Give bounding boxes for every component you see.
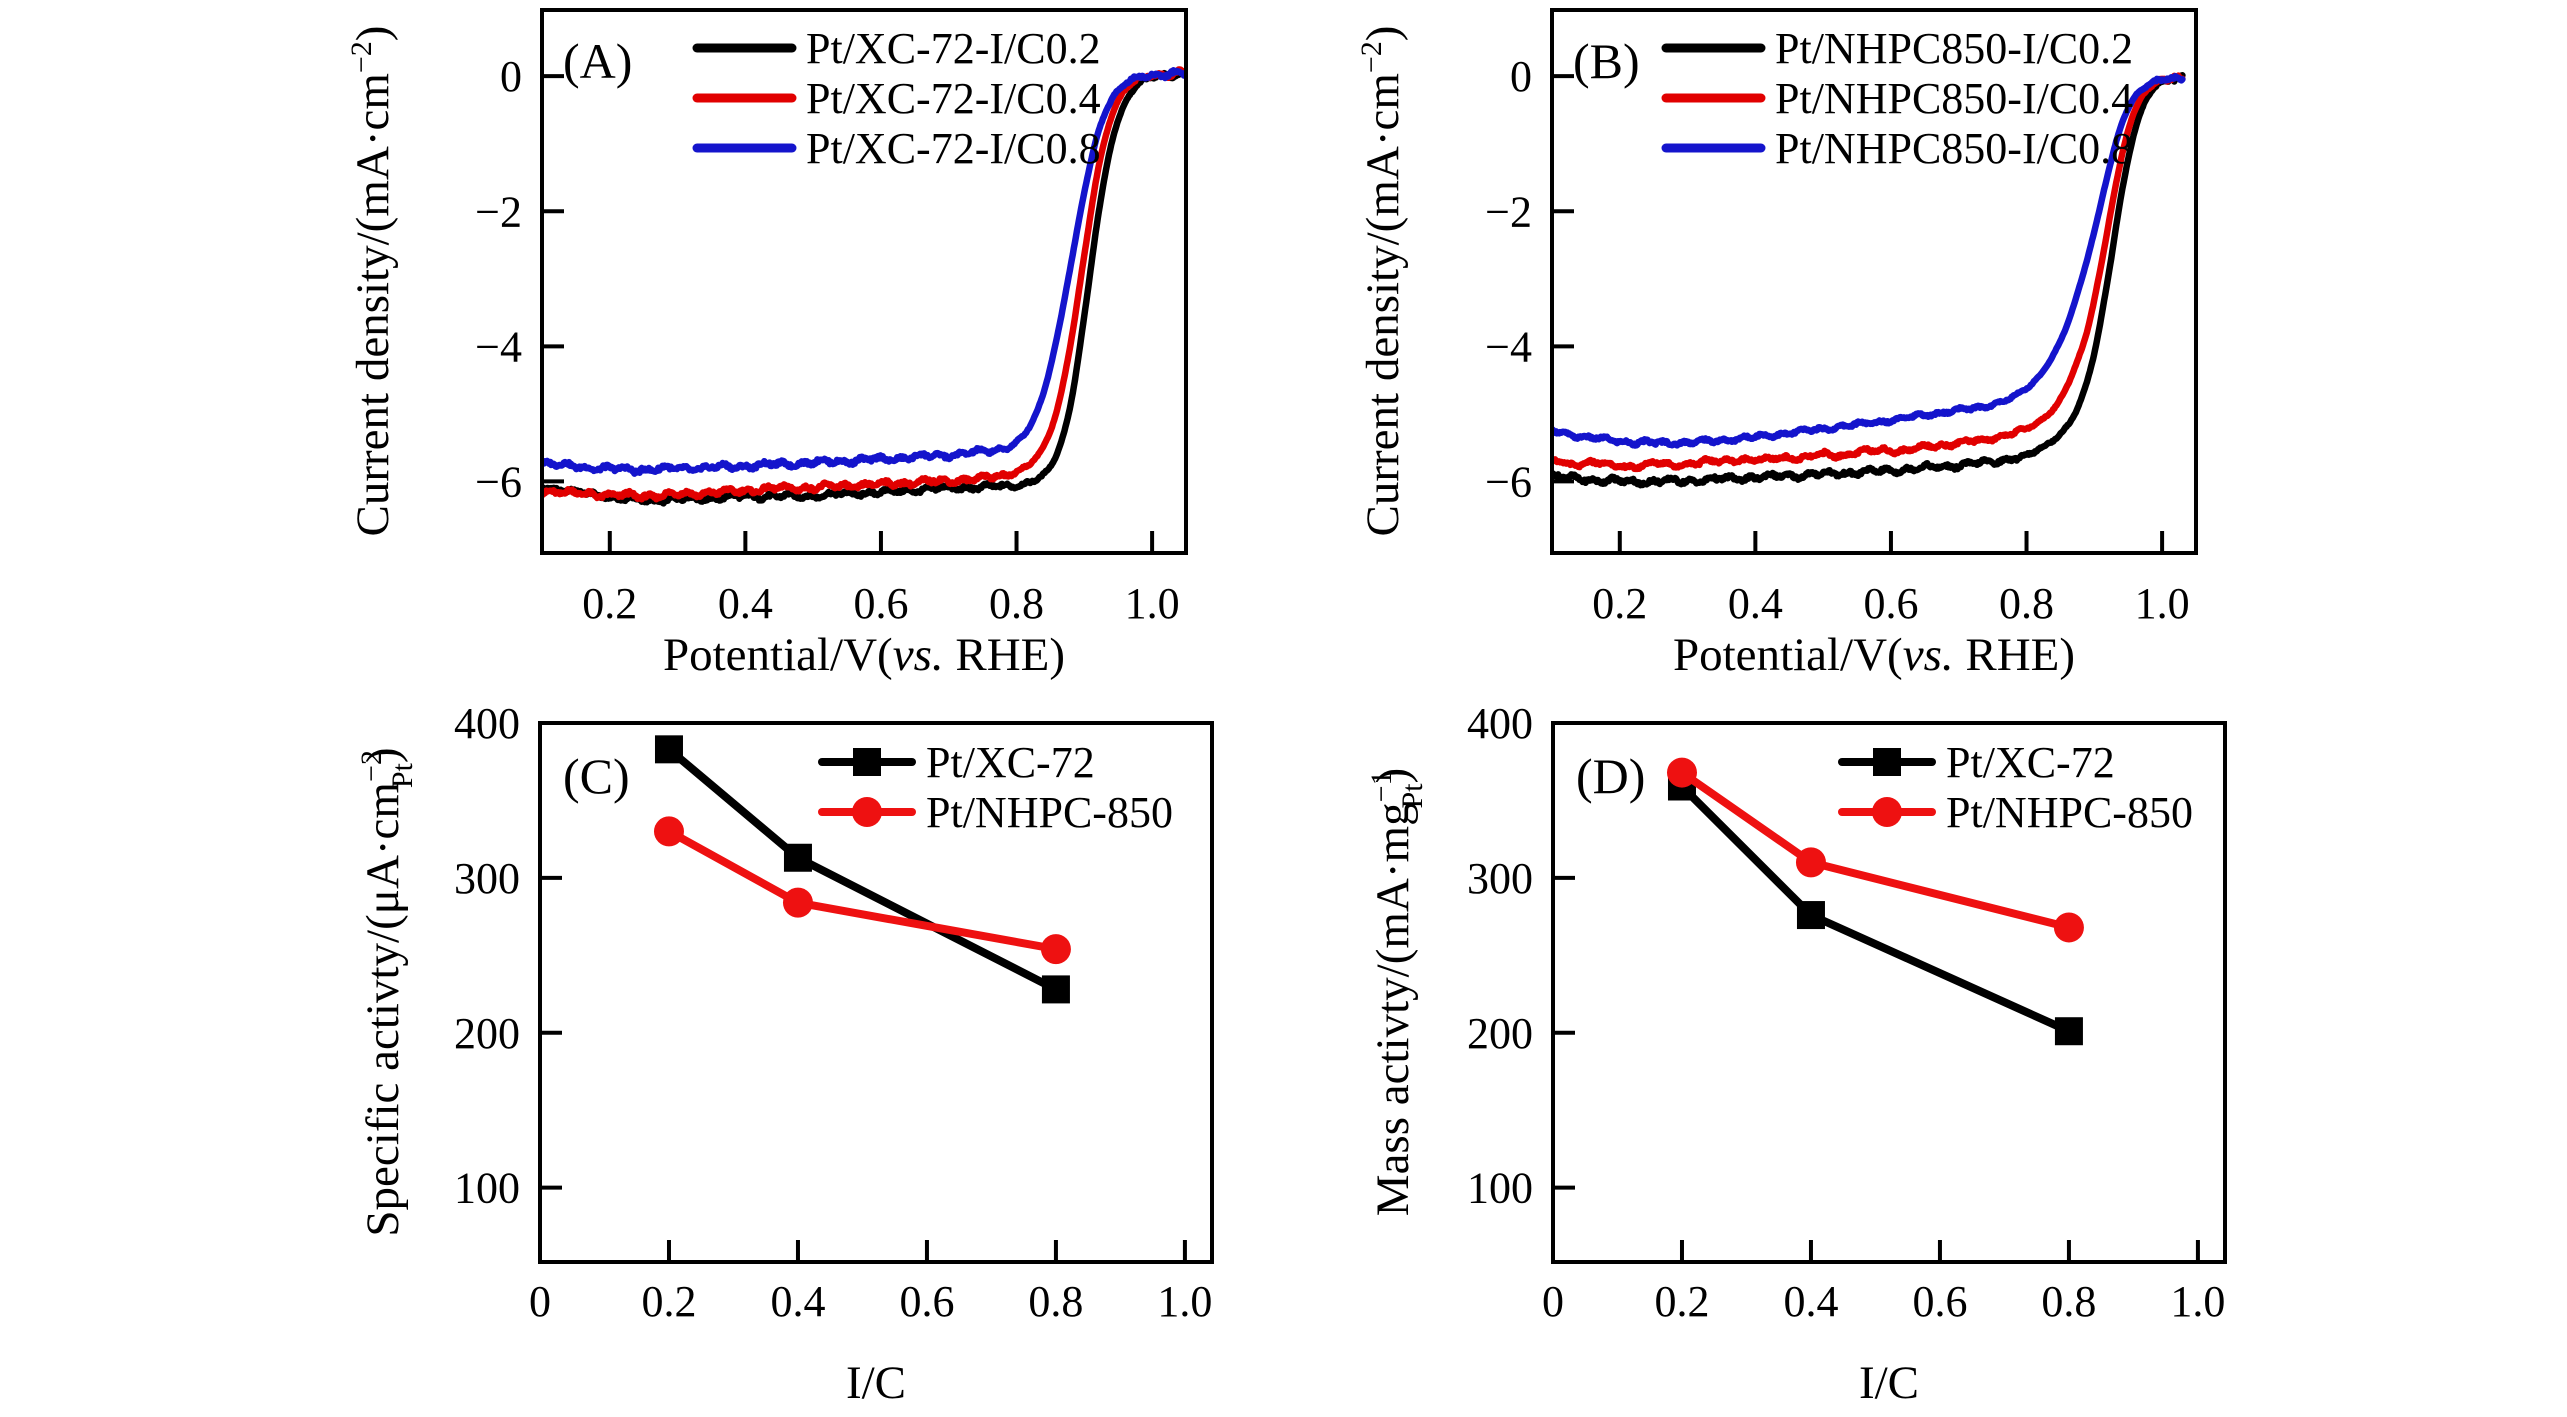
x-tick-label: 0.4 xyxy=(770,1277,825,1326)
curve-pt-nhpc850-i-c0-4 xyxy=(1552,72,2186,473)
panel-a-series xyxy=(542,66,1186,507)
x-axis-title: Potential/V(vs. RHE) xyxy=(1673,629,2075,681)
legend-label-pt-nhpc850-i-c0-4: Pt/NHPC850-I/C0.4 xyxy=(1775,74,2133,123)
x-tick-label: 0.6 xyxy=(899,1277,954,1326)
x-axis-title: Potential/V(vs. RHE) xyxy=(663,629,1065,681)
x-tick-label: 1.0 xyxy=(1125,579,1180,628)
x-tick-label: 0.2 xyxy=(1654,1277,1709,1326)
y-tick-label: 100 xyxy=(1467,1164,1533,1213)
y-axis-title: Current density/(mA·cm−2) xyxy=(345,26,399,537)
panel-a-plot-box xyxy=(540,8,1188,555)
y-axis-title: Current density/(mA·cm−2) xyxy=(1355,26,1409,537)
x-tick-label: 1.0 xyxy=(2135,579,2190,628)
panel-b-plot-box xyxy=(1550,8,2198,555)
x-axis-title: I/C xyxy=(846,1357,906,1409)
legend-marker-pt-nhpc-850 xyxy=(1872,797,1902,827)
point-pt-nhpc-850-2 xyxy=(2053,912,2084,943)
legend-label-pt-xc-72: Pt/XC-72 xyxy=(1946,738,2115,787)
point-pt-xc-72-2 xyxy=(1041,975,1070,1004)
x-tick-label: 0 xyxy=(1542,1277,1564,1326)
y-tick-label: 400 xyxy=(454,699,520,748)
panel-label: (C) xyxy=(563,748,630,804)
y-tick-label: 0 xyxy=(1510,52,1532,101)
point-pt-xc-72-2 xyxy=(2054,1017,2083,1046)
y-tick-label: 300 xyxy=(454,854,520,903)
panel-b-legend: Pt/NHPC850-I/C0.2Pt/NHPC850-I/C0.4Pt/NHP… xyxy=(1661,24,2133,173)
panel-d: 0 0.2 0.4 0.6 0.8 1.0 400 300 200 100 I/C Mass acti… xyxy=(1365,699,2227,1409)
legend-label-pt-nhpc-850: Pt/NHPC-850 xyxy=(926,788,1173,837)
x-tick-label: 0 xyxy=(529,1277,551,1326)
curve-pt-xc-72-i-c0-2 xyxy=(542,67,1186,507)
point-pt-nhpc-850-2 xyxy=(1040,934,1071,965)
legend-label-pt-xc-72-i-c0-2: Pt/XC-72-I/C0.2 xyxy=(806,24,1101,73)
panel-label: (A) xyxy=(563,33,632,89)
x-tick-label: 0.4 xyxy=(718,579,773,628)
x-tick-label: 0.6 xyxy=(1912,1277,1967,1326)
y-tick-label: 200 xyxy=(454,1009,520,1058)
y-tick-label: 300 xyxy=(1467,854,1533,903)
point-pt-xc-72-1 xyxy=(783,843,812,872)
curve-pt-nhpc850-i-c0-8 xyxy=(1552,72,2186,449)
x-tick-label: 0.6 xyxy=(1863,579,1918,628)
y-tick-label: −4 xyxy=(475,322,522,371)
panel-d-plot-box xyxy=(1551,721,2227,1264)
panel-b: 0.2 0.4 0.6 0.8 1.0 0 −2 −4 −6 Potential/V(vs. RH… xyxy=(1355,8,2198,681)
panel-c-series xyxy=(653,735,1071,1004)
y-tick-label: −4 xyxy=(1485,322,1532,371)
x-tick-label: 0.2 xyxy=(1592,579,1647,628)
legend-label-pt-nhpc-850: Pt/NHPC-850 xyxy=(1946,788,2193,837)
panel-label: (D) xyxy=(1576,748,1645,804)
y-tick-label: −6 xyxy=(475,457,522,506)
x-tick-label: 0.8 xyxy=(1999,579,2054,628)
curve-pt-xc-72-i-c0-8 xyxy=(542,67,1186,477)
x-tick-label: 0.8 xyxy=(1028,1277,1083,1326)
x-axis-title: I/C xyxy=(1859,1357,1919,1409)
x-tick-label: 1.0 xyxy=(2170,1277,2225,1326)
x-tick-label: 0.8 xyxy=(2041,1277,2096,1326)
y-axis-title: Mass activty/(mA·mg−1Pt) xyxy=(1365,768,1429,1216)
panel-b-series xyxy=(1552,72,2186,489)
x-tick-label: 0.2 xyxy=(641,1277,696,1326)
curve-pt-nhpc850-i-c0-2 xyxy=(1552,72,2186,489)
x-tick-label: 0.8 xyxy=(989,579,1044,628)
y-tick-label: 400 xyxy=(1467,699,1533,748)
x-tick-label: 0.4 xyxy=(1783,1277,1838,1326)
legend-marker-pt-xc-72 xyxy=(853,748,881,776)
panel-label: (B) xyxy=(1573,33,1640,89)
legend-label-pt-xc-72-i-c0-8: Pt/XC-72-I/C0.8 xyxy=(806,124,1101,173)
y-tick-label: 0 xyxy=(500,52,522,101)
point-pt-nhpc-850-0 xyxy=(653,816,684,847)
x-tick-label: 0.6 xyxy=(853,579,908,628)
y-tick-label: −2 xyxy=(475,187,522,236)
panel-c: 0 0.2 0.4 0.6 0.8 1.0 400 300 200 100 I/C Specific … xyxy=(355,699,1214,1409)
x-tick-label: 0.2 xyxy=(582,579,637,628)
x-tick-label: 0.4 xyxy=(1728,579,1783,628)
legend-label-pt-xc-72-i-c0-4: Pt/XC-72-I/C0.4 xyxy=(806,74,1101,123)
legend-label-pt-nhpc850-i-c0-2: Pt/NHPC850-I/C0.2 xyxy=(1775,24,2133,73)
y-axis-title: Specific activty/(μA·cm−2Pt) xyxy=(355,747,419,1236)
legend-label-pt-nhpc850-i-c0-8: Pt/NHPC850-I/C0.8 xyxy=(1775,124,2133,173)
y-tick-label: −2 xyxy=(1485,187,1532,236)
panel-a-legend: Pt/XC-72-I/C0.2Pt/XC-72-I/C0.4Pt/XC-72-I… xyxy=(692,24,1101,173)
panel-d-series xyxy=(1666,757,2084,1046)
legend-marker-pt-xc-72 xyxy=(1873,748,1901,776)
point-pt-xc-72-1 xyxy=(1796,901,1825,930)
legend-label-pt-xc-72: Pt/XC-72 xyxy=(926,738,1095,787)
y-tick-label: −6 xyxy=(1485,457,1532,506)
point-pt-nhpc-850-0 xyxy=(1666,757,1697,788)
y-tick-label: 200 xyxy=(1467,1009,1533,1058)
point-pt-nhpc-850-1 xyxy=(782,887,813,918)
curve-pt-xc-72-i-c0-4 xyxy=(542,66,1186,503)
panel-a: 0.2 0.4 0.6 0.8 1.0 0 −2 −4 −6 Potential/V(vs. RH… xyxy=(345,8,1188,681)
point-pt-nhpc-850-1 xyxy=(1795,847,1826,878)
x-tick-label: 1.0 xyxy=(1157,1277,1212,1326)
legend-marker-pt-nhpc-850 xyxy=(852,797,882,827)
point-pt-xc-72-0 xyxy=(654,735,683,764)
y-tick-label: 100 xyxy=(454,1164,520,1213)
panel-c-plot-box xyxy=(538,721,1214,1264)
